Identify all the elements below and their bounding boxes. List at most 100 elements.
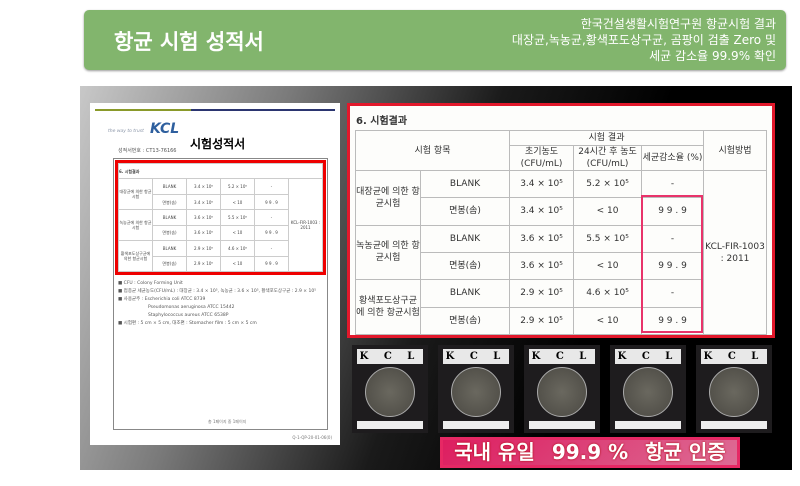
mini-cell: BLANK: [152, 209, 187, 226]
note: ■ 접종균 세균농도(CFU/mL) : 대장균 : 3.4 × 10⁵, 녹농…: [118, 289, 317, 294]
results-table: 시험 항목 시험 결과 시험방법 초기농도 (CFU/mL) 24시간 후 농도…: [354, 130, 767, 336]
group-label: 대장균에 의한 항균시험: [355, 170, 421, 226]
doc-footer: 총 1페이지 중 1페이지: [208, 419, 247, 424]
doc-code: Q-1-QP-20-01-06(0): [292, 435, 332, 440]
mini-cell: 5.2 × 10⁵: [220, 178, 255, 195]
cell: 2.9 × 10⁵: [509, 306, 575, 336]
cell: < 10: [573, 197, 643, 226]
cell: 9 9 . 9: [641, 306, 705, 336]
header-banner: 항균 시험 성적서 한국건설생활시험연구원 항균시험 결과 대장균,녹농균,황색…: [84, 10, 786, 70]
mini-cell: 9 9 . 9: [254, 224, 289, 242]
mini-cell: 면봉(솜): [152, 224, 187, 242]
doc-frame: [113, 158, 328, 430]
table-row: 면봉(솜) 2.9 × 10⁵ < 10 9 9 . 9: [356, 306, 767, 336]
petri-dish: [451, 367, 501, 417]
highlight-box: [641, 195, 703, 333]
cell: -: [641, 279, 705, 308]
cell: BLANK: [419, 169, 511, 199]
dish-label: K C L: [701, 349, 767, 364]
results-panel: 6. 시험결과 시험 항목 시험 결과 시험방법 초기농도 (CFU/mL) 2…: [347, 103, 775, 338]
cell: 5.5 × 10⁵: [573, 224, 643, 253]
cell: BLANK: [419, 279, 511, 308]
col-result: 시험 결과: [509, 130, 705, 146]
note: ■ CFU : Colony Forming Unit: [118, 281, 183, 286]
mini-row: 면봉(솜) 2.9 × 10⁵ < 10 9 9 . 9: [119, 255, 323, 273]
mini-group: 대장균에 의한 항균시험: [118, 178, 153, 211]
petri-dish-photo: K C L: [696, 345, 772, 433]
kcl-tagline: the way to trust: [108, 129, 144, 134]
mini-cell: 2.9 × 10⁵: [186, 255, 221, 273]
cell: 면봉(솜): [419, 306, 511, 336]
cell: 3.4 × 10⁵: [509, 169, 575, 199]
dish-label: K C L: [529, 349, 595, 364]
mini-cell: BLANK: [152, 240, 187, 257]
note: ■ 사용균주 : Escherichia coli ATCC 8739: [118, 297, 206, 302]
badge-line: 국내 유일: [454, 440, 535, 464]
cell: 5.2 × 10⁵: [573, 169, 643, 199]
dish-label: K C L: [615, 349, 681, 364]
table-row: 대장균에 의한 항균시험 BLANK 3.4 × 10⁵ 5.2 × 10⁵ - KCL-…: [355, 169, 767, 335]
dish-label: K C L: [443, 349, 509, 364]
cell: 면봉(솜): [419, 197, 511, 226]
cell: -: [641, 169, 705, 199]
note: Staphylococcus aureus ATCC 6538P: [148, 313, 229, 318]
petri-dish-photo: K C L: [610, 345, 686, 433]
page-title: 항균 시험 성적서: [114, 30, 264, 54]
col-item: 시험 항목: [354, 130, 511, 171]
mini-cell: 9 9 . 9: [254, 255, 289, 273]
note: ■ 시험편 : 5 cm × 5 cm, 대조편 : Stomacher fil…: [118, 321, 257, 326]
doc-notes: ■ CFU : Colony Forming Unit ■ 접종균 세균농도(C…: [118, 280, 323, 328]
cell: 3.6 × 10⁵: [509, 251, 575, 281]
col-method: 시험방법: [703, 130, 767, 171]
subtitle-line: 대장균,녹농균,황색포도상구균, 곰팡이 검출 Zero 및: [511, 33, 776, 47]
note: Pseudomonas aeruginosa ATCC 15442: [148, 305, 235, 310]
mini-cell: 3.6 × 10⁵: [186, 209, 221, 226]
group-label: 황색포도상구균에 의한 항균시험: [355, 279, 421, 335]
petri-dish: [365, 367, 415, 417]
col-reduction: 세균감소율 (%): [641, 145, 705, 171]
mini-group: 녹농균에 의한 항균시험: [118, 209, 153, 242]
dish-tag: [701, 421, 767, 429]
dish-label: K C L: [357, 349, 423, 364]
subtitle-line: 한국건설생활시험연구원 항균시험 결과: [580, 17, 776, 31]
doc-header-line: [95, 109, 335, 111]
mini-row: 대장균에 의한 항균시험 BLANK 3.4 × 10⁵ 5.2 × 10⁵ - KCL-…: [118, 178, 323, 272]
mini-cell: 4.6 × 10⁵: [220, 240, 255, 257]
mini-cell: -: [254, 178, 289, 195]
mini-section: 6. 시험결과: [118, 162, 323, 180]
results-section-title: 6. 시험결과: [356, 116, 408, 127]
mini-results-table: 6. 시험결과 대장균에 의한 항균시험 BLANK 3.4 × 10⁵ 5.2 × 1…: [115, 160, 326, 275]
cell: BLANK: [419, 224, 511, 253]
petri-dish: [537, 367, 587, 417]
badge-line: 항균 인증: [645, 440, 726, 464]
cell: 3.4 × 10⁵: [509, 197, 575, 226]
cell: 4.6 × 10⁵: [573, 279, 643, 308]
petri-dish-photo: K C L: [524, 345, 600, 433]
mini-cell: BLANK: [152, 178, 187, 195]
petri-dish-photo: K C L: [438, 345, 514, 433]
cell: < 10: [573, 306, 643, 336]
mini-group: 황색포도상구균에 의한 항균시험: [118, 240, 153, 272]
cell: 2.9 × 10⁵: [509, 279, 575, 308]
header-subtitle: 한국건설생활시험연구원 항균시험 결과 대장균,녹농균,황색포도상구균, 곰팡이…: [512, 16, 776, 64]
kcl-logo: KCL: [150, 121, 180, 137]
certification-badge: 국내 유일 99.9 % 항균 인증: [440, 437, 740, 468]
petri-dish: [623, 367, 673, 417]
mini-method: KCL-FIR-1003 : 2011: [288, 178, 323, 272]
doc-title: 시험성적서: [190, 137, 246, 151]
cell: 면봉(솜): [419, 251, 511, 281]
doc-number: 성적서번호 : CT13-76166: [118, 148, 177, 154]
mini-cell: -: [254, 209, 289, 226]
mini-cell: 9 9 . 9: [254, 193, 289, 211]
mini-cell: 3.4 × 10⁵: [186, 178, 221, 195]
mini-cell: 3.6 × 10⁵: [186, 224, 221, 242]
badge-line: 99.9 %: [551, 440, 629, 464]
mini-cell: 2.9 × 10⁵: [186, 240, 221, 257]
petri-dish: [709, 367, 759, 417]
mini-cell: -: [254, 240, 289, 257]
dish-tag: [443, 421, 509, 429]
dish-tag: [615, 421, 681, 429]
cell: 9 9 . 9: [641, 197, 705, 226]
mini-cell: 5.5 × 10⁵: [220, 209, 255, 226]
dish-tag: [357, 421, 423, 429]
